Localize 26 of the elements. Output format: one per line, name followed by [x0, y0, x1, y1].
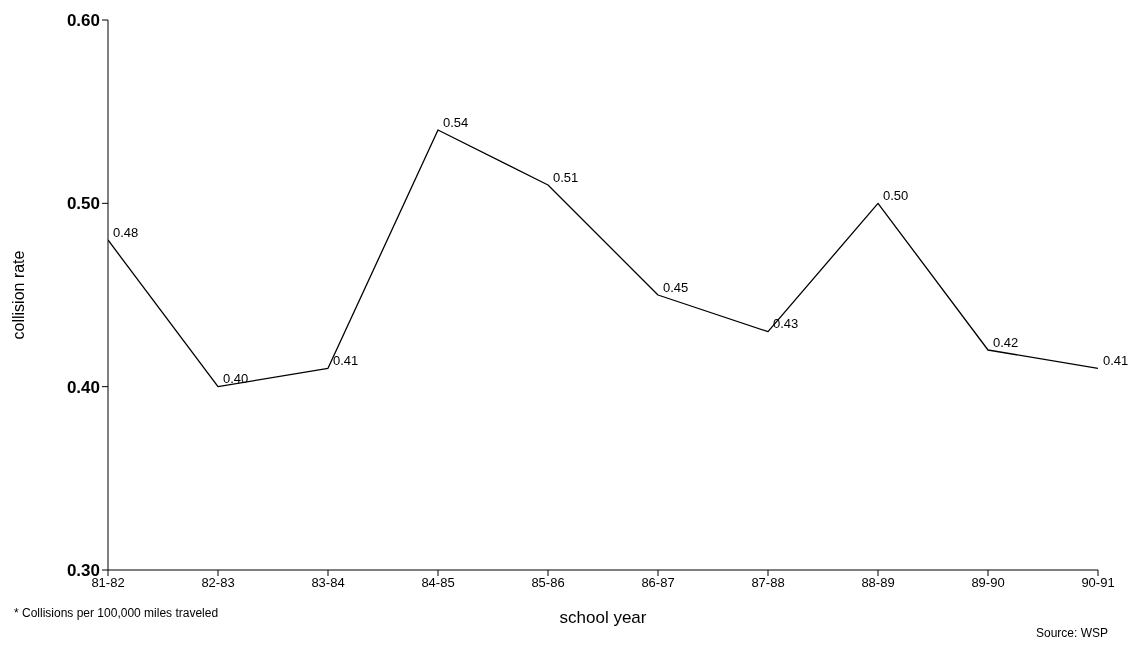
source-note: Source: WSP: [1035, 626, 1108, 640]
y-tick-label: 0.60: [66, 11, 100, 31]
data-label: 0.50: [883, 187, 909, 203]
y-tick-label: 0.40: [66, 377, 100, 397]
data-label: 0.43: [773, 316, 799, 332]
data-label: 0.48: [113, 224, 139, 240]
y-tick-label: 0.50: [66, 194, 100, 214]
x-tick-label: 82-83: [201, 575, 235, 591]
x-tick-label: 85-86: [531, 575, 565, 591]
data-label: 0.51: [553, 169, 579, 185]
data-label: 0.41: [333, 352, 359, 368]
data-label: 0.40: [223, 371, 249, 387]
x-tick-label: 90-91: [1081, 575, 1115, 591]
x-tick-label: 83-84: [311, 575, 345, 591]
data-label: 0.42: [993, 334, 1019, 350]
data-label: 0.54: [443, 114, 469, 130]
x-tick-label: 89-90: [971, 575, 1005, 591]
x-tick-label: 88-89: [861, 575, 895, 591]
x-tick-label: 84-85: [421, 575, 455, 591]
text: * Collisions per 100,000 miles traveled: [14, 606, 219, 620]
x-tick-label: 87-88: [751, 575, 785, 591]
data-label: 0.41: [1103, 352, 1129, 368]
x-axis-title: school year: [559, 608, 647, 627]
data-label: 0.45: [663, 279, 689, 295]
y-axis-title: collision rate: [9, 250, 27, 340]
x-tick-label: 86-87: [641, 575, 675, 591]
